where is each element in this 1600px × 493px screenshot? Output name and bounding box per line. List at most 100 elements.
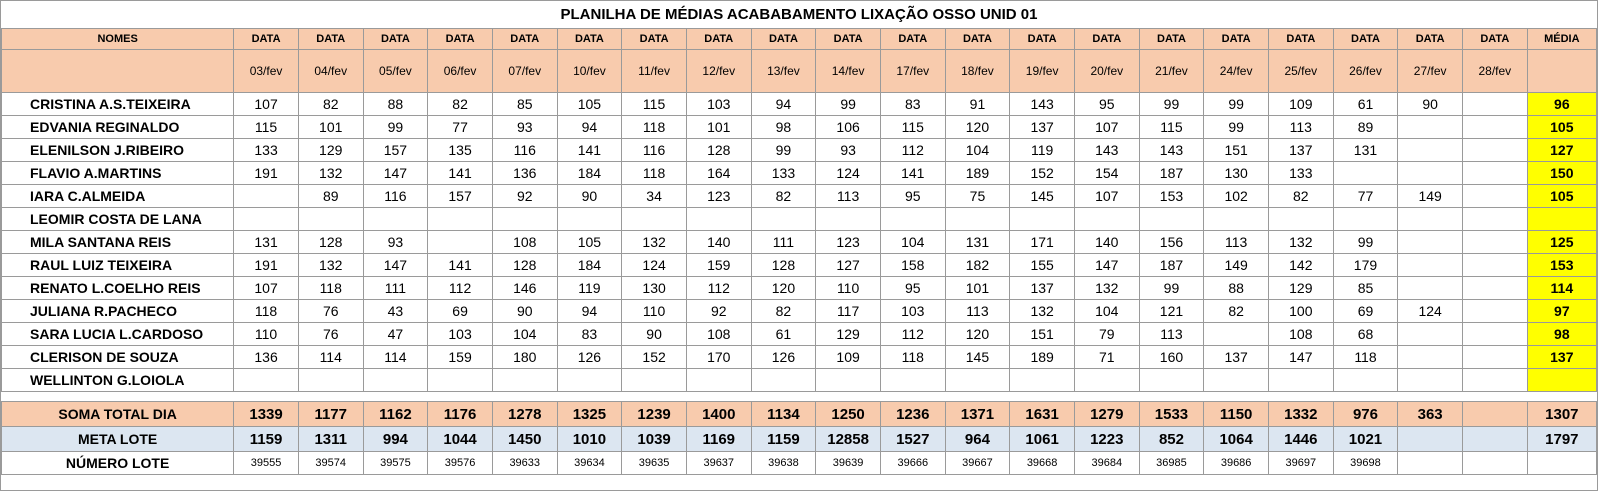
value-cell[interactable]: 140	[1073, 230, 1140, 254]
value-cell[interactable]	[1461, 253, 1528, 277]
value-cell[interactable]: 129	[1267, 276, 1334, 300]
value-cell[interactable]: 151	[1009, 322, 1075, 346]
lot-row-value[interactable]: 39668	[1009, 451, 1075, 475]
average-cell[interactable]: 98	[1526, 322, 1598, 346]
value-cell[interactable]: 171	[1009, 230, 1075, 254]
value-cell[interactable]: 131	[944, 230, 1011, 254]
value-cell[interactable]: 47	[362, 322, 429, 346]
value-cell[interactable]: 111	[750, 230, 817, 254]
value-cell[interactable]: 109	[1267, 92, 1334, 116]
value-cell[interactable]: 43	[362, 299, 429, 323]
value-cell[interactable]: 112	[685, 276, 752, 300]
value-cell[interactable]	[1267, 207, 1334, 231]
value-cell[interactable]: 145	[1009, 184, 1075, 208]
value-cell[interactable]: 79	[1073, 322, 1140, 346]
value-cell[interactable]: 132	[621, 230, 687, 254]
average-cell[interactable]	[1526, 368, 1598, 392]
total-row-value[interactable]: 1278	[491, 401, 558, 427]
value-cell[interactable]: 157	[427, 184, 493, 208]
value-cell[interactable]: 102	[1203, 184, 1269, 208]
value-cell[interactable]: 132	[297, 161, 364, 185]
lot-row-value[interactable]: 39575	[362, 451, 429, 475]
value-cell[interactable]: 180	[491, 345, 558, 369]
total-row-value[interactable]	[1461, 401, 1528, 427]
meta-row-value[interactable]: 1450	[491, 426, 558, 452]
value-cell[interactable]: 189	[944, 161, 1011, 185]
value-cell[interactable]	[1332, 207, 1399, 231]
value-cell[interactable]: 99	[1138, 92, 1205, 116]
value-cell[interactable]: 110	[815, 276, 881, 300]
lot-row-value[interactable]: 39576	[427, 451, 493, 475]
value-cell[interactable]	[1461, 92, 1528, 116]
value-cell[interactable]	[1461, 276, 1528, 300]
value-cell[interactable]: 141	[879, 161, 946, 185]
lot-row-value[interactable]	[1397, 451, 1463, 475]
value-cell[interactable]: 123	[685, 184, 752, 208]
value-cell[interactable]	[1009, 368, 1075, 392]
average-cell[interactable]: 97	[1526, 299, 1598, 323]
value-cell[interactable]	[1397, 161, 1463, 185]
value-cell[interactable]: 120	[944, 322, 1011, 346]
value-cell[interactable]: 149	[1397, 184, 1463, 208]
value-cell[interactable]: 94	[556, 299, 623, 323]
meta-row-value[interactable]: 1169	[685, 426, 752, 452]
average-cell[interactable]: 96	[1526, 92, 1598, 116]
average-cell[interactable]: 127	[1526, 138, 1598, 162]
value-cell[interactable]: 76	[297, 299, 364, 323]
meta-row-value[interactable]	[1397, 426, 1463, 452]
meta-row-value[interactable]: 1044	[427, 426, 493, 452]
value-cell[interactable]	[1397, 322, 1463, 346]
value-cell[interactable]: 128	[491, 253, 558, 277]
value-cell[interactable]: 119	[556, 276, 623, 300]
lot-row-value[interactable]: 39639	[815, 451, 881, 475]
value-cell[interactable]: 184	[556, 161, 623, 185]
value-cell[interactable]: 119	[1009, 138, 1075, 162]
value-cell[interactable]	[233, 184, 299, 208]
value-cell[interactable]: 113	[1203, 230, 1269, 254]
value-cell[interactable]	[815, 368, 881, 392]
value-cell[interactable]: 157	[362, 138, 429, 162]
value-cell[interactable]: 141	[427, 161, 493, 185]
value-cell[interactable]	[1461, 345, 1528, 369]
value-cell[interactable]: 90	[621, 322, 687, 346]
value-cell[interactable]: 103	[427, 322, 493, 346]
value-cell[interactable]: 69	[1332, 299, 1399, 323]
value-cell[interactable]: 128	[297, 230, 364, 254]
value-cell[interactable]: 115	[621, 92, 687, 116]
value-cell[interactable]: 127	[815, 253, 881, 277]
meta-row-value[interactable]: 1064	[1203, 426, 1269, 452]
value-cell[interactable]: 132	[1073, 276, 1140, 300]
average-cell[interactable]: 125	[1526, 230, 1598, 254]
value-cell[interactable]: 141	[556, 138, 623, 162]
value-cell[interactable]: 124	[1397, 299, 1463, 323]
lot-row-value[interactable]: 39684	[1073, 451, 1140, 475]
value-cell[interactable]: 94	[556, 115, 623, 139]
employee-name[interactable]: RAUL LUIZ TEIXEIRA	[0, 253, 235, 277]
value-cell[interactable]	[879, 207, 946, 231]
value-cell[interactable]: 68	[1332, 322, 1399, 346]
value-cell[interactable]: 91	[944, 92, 1011, 116]
value-cell[interactable]: 85	[491, 92, 558, 116]
value-cell[interactable]	[1138, 368, 1205, 392]
value-cell[interactable]	[685, 207, 752, 231]
average-cell[interactable]: 150	[1526, 161, 1598, 185]
value-cell[interactable]: 89	[297, 184, 364, 208]
value-cell[interactable]: 108	[491, 230, 558, 254]
value-cell[interactable]: 98	[750, 115, 817, 139]
value-cell[interactable]: 93	[815, 138, 881, 162]
value-cell[interactable]	[1397, 230, 1463, 254]
value-cell[interactable]: 152	[621, 345, 687, 369]
value-cell[interactable]: 99	[1138, 276, 1205, 300]
value-cell[interactable]: 82	[1267, 184, 1334, 208]
value-cell[interactable]	[1461, 322, 1528, 346]
value-cell[interactable]	[491, 368, 558, 392]
value-cell[interactable]	[233, 207, 299, 231]
value-cell[interactable]: 159	[427, 345, 493, 369]
value-cell[interactable]: 132	[1009, 299, 1075, 323]
total-row-value[interactable]: 1176	[427, 401, 493, 427]
value-cell[interactable]	[1397, 138, 1463, 162]
value-cell[interactable]: 118	[879, 345, 946, 369]
meta-row-value[interactable]: 964	[944, 426, 1011, 452]
value-cell[interactable]	[815, 207, 881, 231]
value-cell[interactable]: 128	[750, 253, 817, 277]
